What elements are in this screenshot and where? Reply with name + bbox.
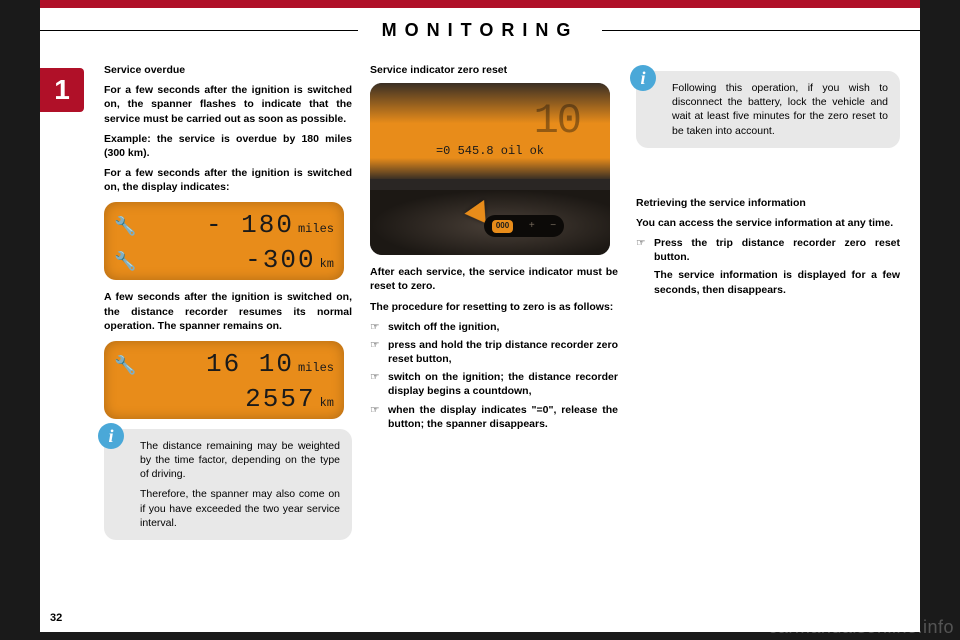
- column-2: Service indicator zero reset 10 =0 545.8…: [370, 63, 618, 548]
- header-rule-left: [40, 30, 358, 31]
- display2-unit2: km: [320, 395, 334, 411]
- display1-row2: 🔧 -300 km: [114, 243, 334, 278]
- col2-bullet-3: ☞ switch on the ignition; the distance r…: [370, 370, 618, 398]
- col2-heading: Service indicator zero reset: [370, 63, 618, 77]
- info2-p1: Following this operation, if you wish to…: [672, 81, 888, 138]
- display2-unit1: miles: [298, 360, 334, 376]
- wrench-icon: 🔧: [114, 216, 138, 240]
- photo-subline: =0 545.8 oil ok: [370, 143, 610, 159]
- col1-p4: A few seconds after the ignition is swit…: [104, 290, 352, 333]
- spacer: [636, 156, 900, 196]
- bullet-icon: ☞: [370, 403, 388, 431]
- display-panel-2: 🔧 16 10 miles 2557 km: [104, 341, 344, 419]
- accent-bar: [40, 0, 920, 8]
- col1-p2: Example: the service is overdue by 180 m…: [104, 132, 352, 160]
- col2-bullet-4-text: when the display indicates "=0", release…: [388, 403, 618, 431]
- col2-p1: After each service, the service indicato…: [370, 265, 618, 293]
- info1-p2: Therefore, the spanner may also come on …: [140, 487, 340, 530]
- page: MONITORING 1 Service overdue For a few s…: [40, 8, 920, 632]
- col3-bullet: ☞ Press the trip distance recorder zero …: [636, 236, 900, 264]
- bullet-icon: ☞: [370, 338, 388, 366]
- reset-photo: 10 =0 545.8 oil ok 000 + −: [370, 83, 610, 255]
- display1-value2: -300: [138, 243, 320, 278]
- display1-unit2: km: [320, 256, 334, 272]
- col1-p1: For a few seconds after the ignition is …: [104, 83, 352, 126]
- info-box-battery: i Following this operation, if you wish …: [636, 71, 900, 148]
- info-box-distance: i The distance remaining may be weighted…: [104, 429, 352, 540]
- wrench-icon: 🔧: [114, 251, 138, 275]
- display2-row1: 🔧 16 10 miles: [114, 347, 334, 382]
- info-icon: i: [98, 423, 124, 449]
- odo-button-cluster: 000 + −: [484, 215, 564, 237]
- col3-heading: Retrieving the service information: [636, 196, 900, 210]
- photo-cluster-bottom: 000 + −: [370, 190, 610, 255]
- display1-row1: 🔧 - 180 miles: [114, 208, 334, 243]
- col1-p3: For a few seconds after the ignition is …: [104, 166, 352, 194]
- display2-value1: 16 10: [138, 347, 298, 382]
- wrench-icon: 🔧: [114, 355, 138, 379]
- display2-row2: 2557 km: [114, 382, 334, 417]
- col2-bullet-1: ☞ switch off the ignition,: [370, 320, 618, 334]
- info1-p1: The distance remaining may be weighted b…: [140, 439, 340, 482]
- photo-speed: 10: [534, 93, 580, 150]
- bullet-icon: ☞: [636, 236, 654, 264]
- content-columns: Service overdue For a few seconds after …: [104, 63, 920, 548]
- spacer: [636, 268, 654, 296]
- display1-value1: - 180: [138, 208, 298, 243]
- col3-p2: The service information is displayed for…: [654, 268, 900, 296]
- col3-p1: You can access the service information a…: [636, 216, 900, 230]
- page-number: 32: [50, 612, 62, 624]
- header: MONITORING: [40, 20, 920, 41]
- col2-p2: The procedure for resetting to zero is a…: [370, 300, 618, 314]
- minus-icon: −: [550, 219, 556, 233]
- watermark: carmanualsonline.info: [768, 617, 954, 638]
- bullet-icon: ☞: [370, 370, 388, 398]
- col2-bullet-2: ☞ press and hold the trip distance recor…: [370, 338, 618, 366]
- col2-bullet-2-text: press and hold the trip distance recorde…: [388, 338, 618, 366]
- display1-unit1: miles: [298, 221, 334, 237]
- page-title: MONITORING: [358, 20, 603, 41]
- column-3: i Following this operation, if you wish …: [636, 63, 900, 548]
- photo-cluster-top: 10 =0 545.8 oil ok: [370, 83, 610, 179]
- col2-bullet-1-text: switch off the ignition,: [388, 320, 618, 334]
- display-panel-1: 🔧 - 180 miles 🔧 -300 km: [104, 202, 344, 280]
- info-icon: i: [630, 65, 656, 91]
- odo-reset-button[interactable]: 000: [492, 220, 513, 233]
- header-rule-right: [602, 30, 920, 31]
- chapter-tab: 1: [40, 68, 84, 112]
- display2-value2: 2557: [138, 382, 320, 417]
- plus-icon: +: [529, 219, 535, 233]
- col2-bullet-3-text: switch on the ignition; the distance rec…: [388, 370, 618, 398]
- col2-bullet-4: ☞ when the display indicates "=0", relea…: [370, 403, 618, 431]
- bullet-icon: ☞: [370, 320, 388, 334]
- col3-bullet-text: Press the trip distance recorder zero re…: [654, 236, 900, 264]
- col1-heading: Service overdue: [104, 63, 352, 77]
- col3-p2-row: The service information is displayed for…: [636, 268, 900, 296]
- column-1: Service overdue For a few seconds after …: [104, 63, 352, 548]
